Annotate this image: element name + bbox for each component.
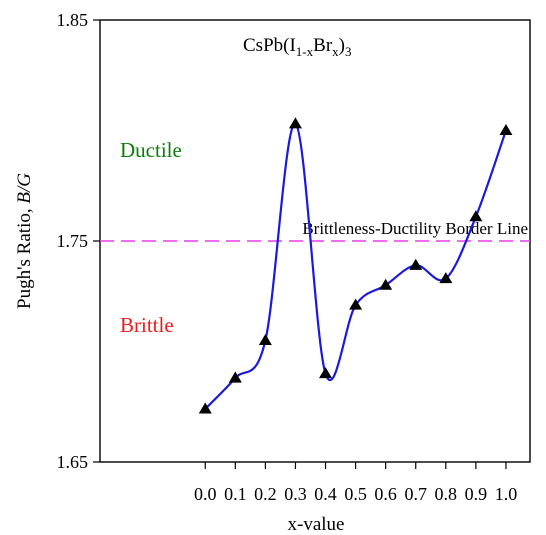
- y-tick-label-1: 1.75: [57, 231, 89, 251]
- x-tick-label-3: 0.3: [284, 484, 307, 504]
- y-axis-label: Pugh's Ratio, B/G: [14, 173, 35, 309]
- data-point-9: [469, 210, 483, 222]
- x-axis: 0.0 0.1 0.2 0.3 0.4 0.5 0.6 0.7 0.8 0.9 1.0: [194, 462, 517, 504]
- y-axis: 1.65 1.75 1.85: [57, 10, 100, 472]
- data-point-2: [258, 333, 272, 345]
- series-curve: [204, 122, 507, 410]
- border-line-label: Brittleness-Ductility Border Line: [302, 219, 528, 238]
- data-point-4: [319, 367, 333, 379]
- data-point-10: [499, 124, 513, 136]
- x-tick-label-5: 0.5: [344, 484, 367, 504]
- x-tick-label-2: 0.2: [254, 484, 277, 504]
- x-tick-label-0: 0.0: [194, 484, 217, 504]
- x-axis-label: x-value: [288, 514, 345, 535]
- y-tick-label-0: 1.65: [57, 452, 89, 472]
- data-point-0: [198, 402, 212, 414]
- data-point-6: [379, 278, 393, 290]
- data-markers: [198, 117, 513, 414]
- data-point-7: [409, 258, 423, 270]
- x-tick-label-4: 0.4: [314, 484, 337, 504]
- chart-title: CsPb(I1-xBrx)3: [243, 35, 351, 59]
- x-tick-label-10: 1.0: [495, 484, 518, 504]
- data-point-8: [439, 272, 453, 284]
- data-point-1: [228, 371, 242, 383]
- data-point-5: [349, 298, 363, 310]
- x-tick-label-7: 0.7: [404, 484, 427, 504]
- y-tick-label-2: 1.85: [57, 10, 89, 30]
- data-point-3: [288, 117, 302, 129]
- x-tick-label-6: 0.6: [374, 484, 397, 504]
- x-tick-label-8: 0.8: [435, 484, 458, 504]
- brittle-label: Brittle: [120, 313, 174, 337]
- x-tick-label-1: 0.1: [224, 484, 247, 504]
- ductile-label: Ductile: [120, 138, 182, 162]
- x-tick-label-9: 0.9: [465, 484, 488, 504]
